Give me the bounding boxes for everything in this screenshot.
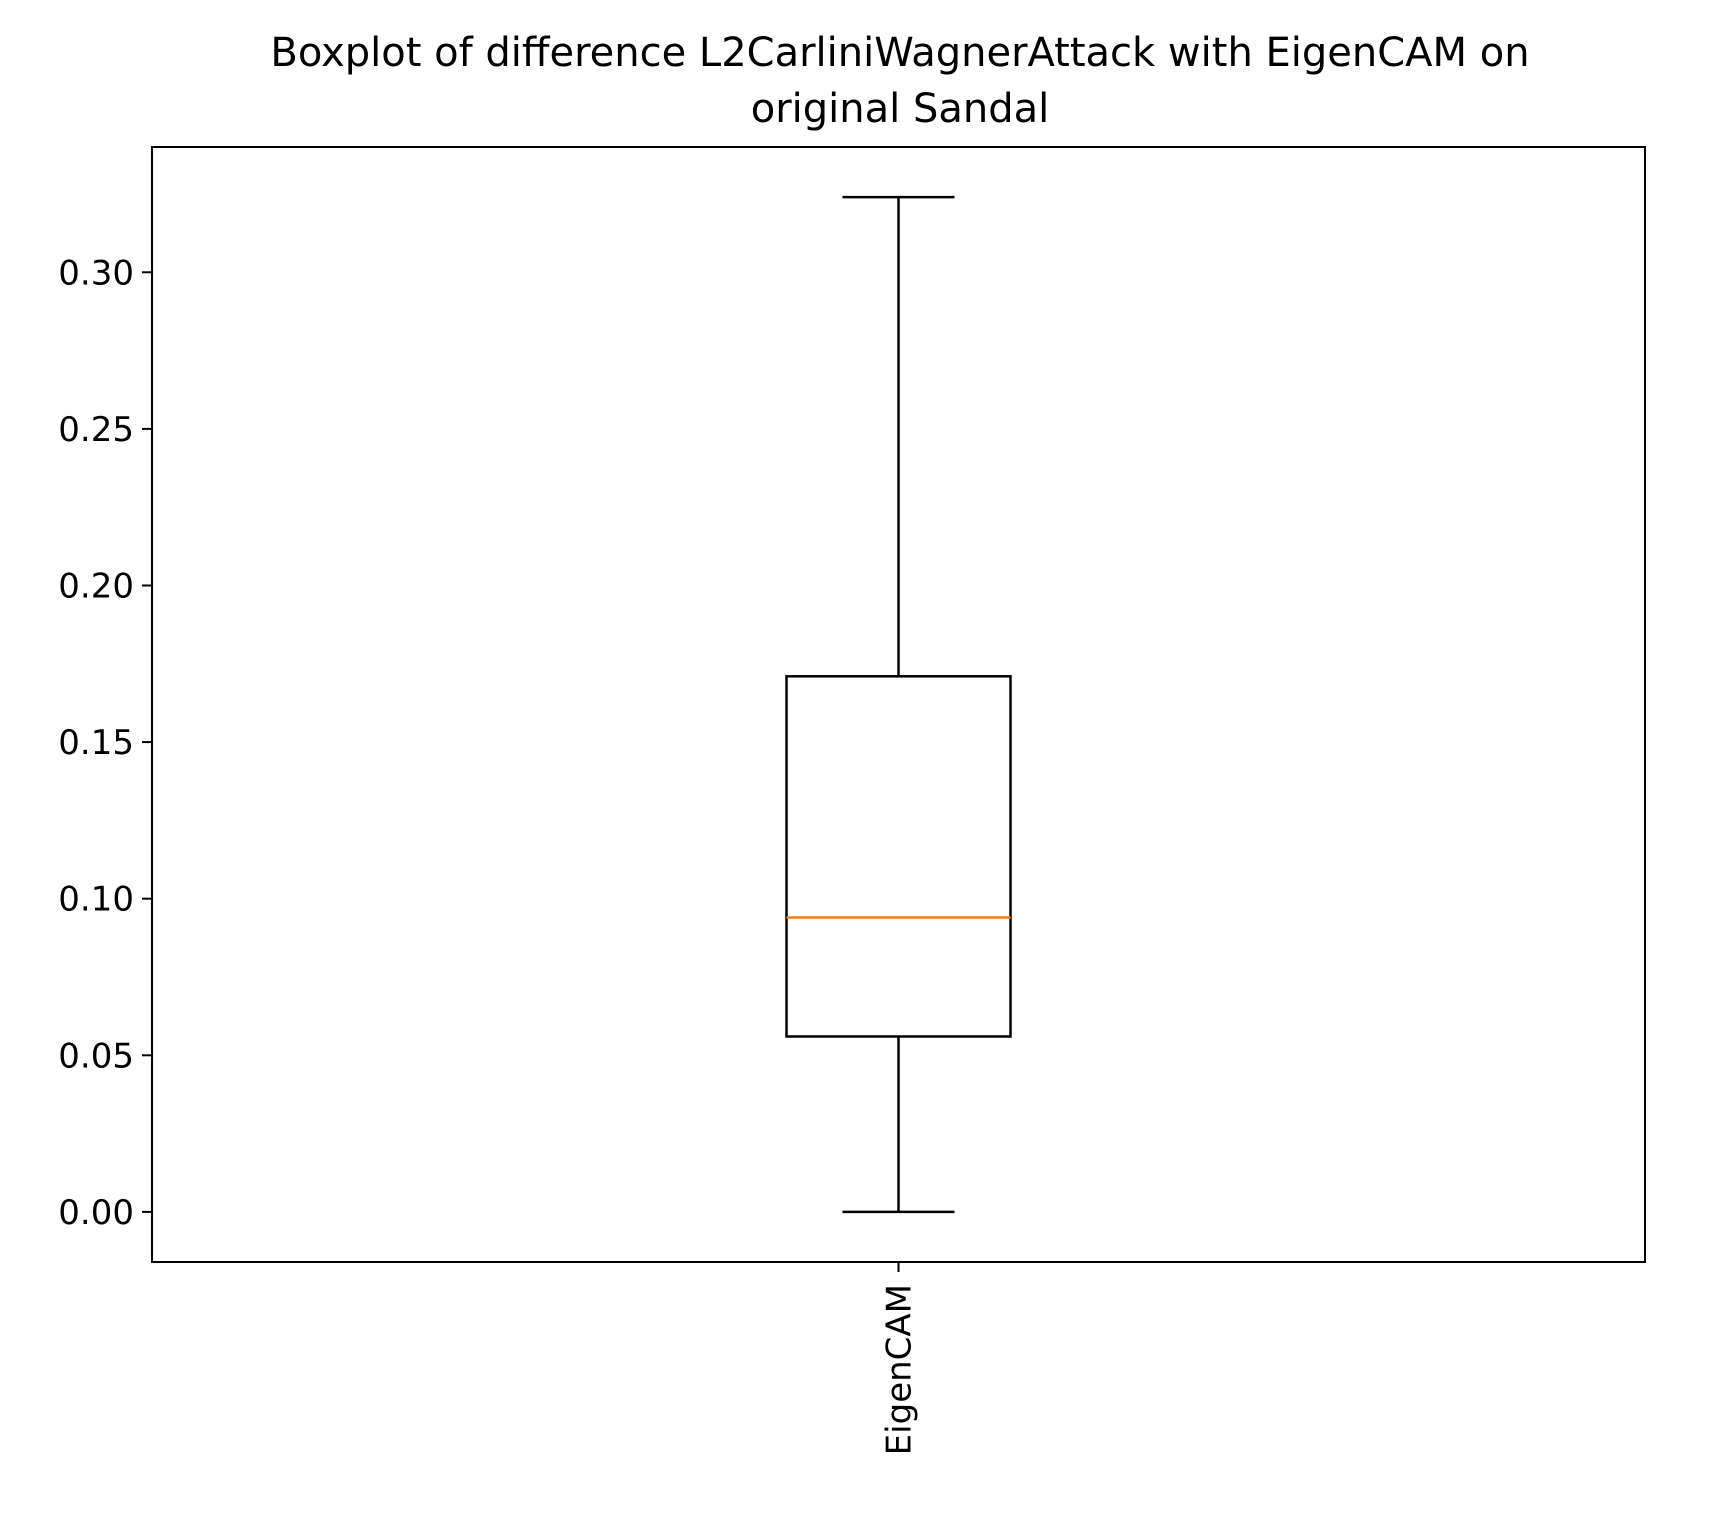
y-tick-label: 0.05 — [58, 1036, 134, 1076]
y-tick-label: 0.20 — [58, 566, 134, 606]
axes-frame — [151, 146, 1646, 1263]
y-tick-label: 0.25 — [58, 410, 134, 450]
y-tick-label: 0.00 — [58, 1193, 134, 1233]
x-tick-label: EigenCAM — [880, 1284, 920, 1455]
y-tick-label: 0.30 — [58, 253, 134, 293]
y-tick-label: 0.15 — [58, 723, 134, 763]
plot-area: 0.00 0.05 0.10 0.15 0.20 0.25 0.30 EigenCAM — [58, 195, 1012, 1455]
interquartile-box — [785, 675, 1012, 1038]
y-tick-label: 0.10 — [58, 880, 134, 920]
chart-title-line-1: Boxplot of difference L2CarliniWagnerAtt… — [270, 30, 1529, 76]
chart-title-line-2: original Sandal — [751, 86, 1050, 132]
